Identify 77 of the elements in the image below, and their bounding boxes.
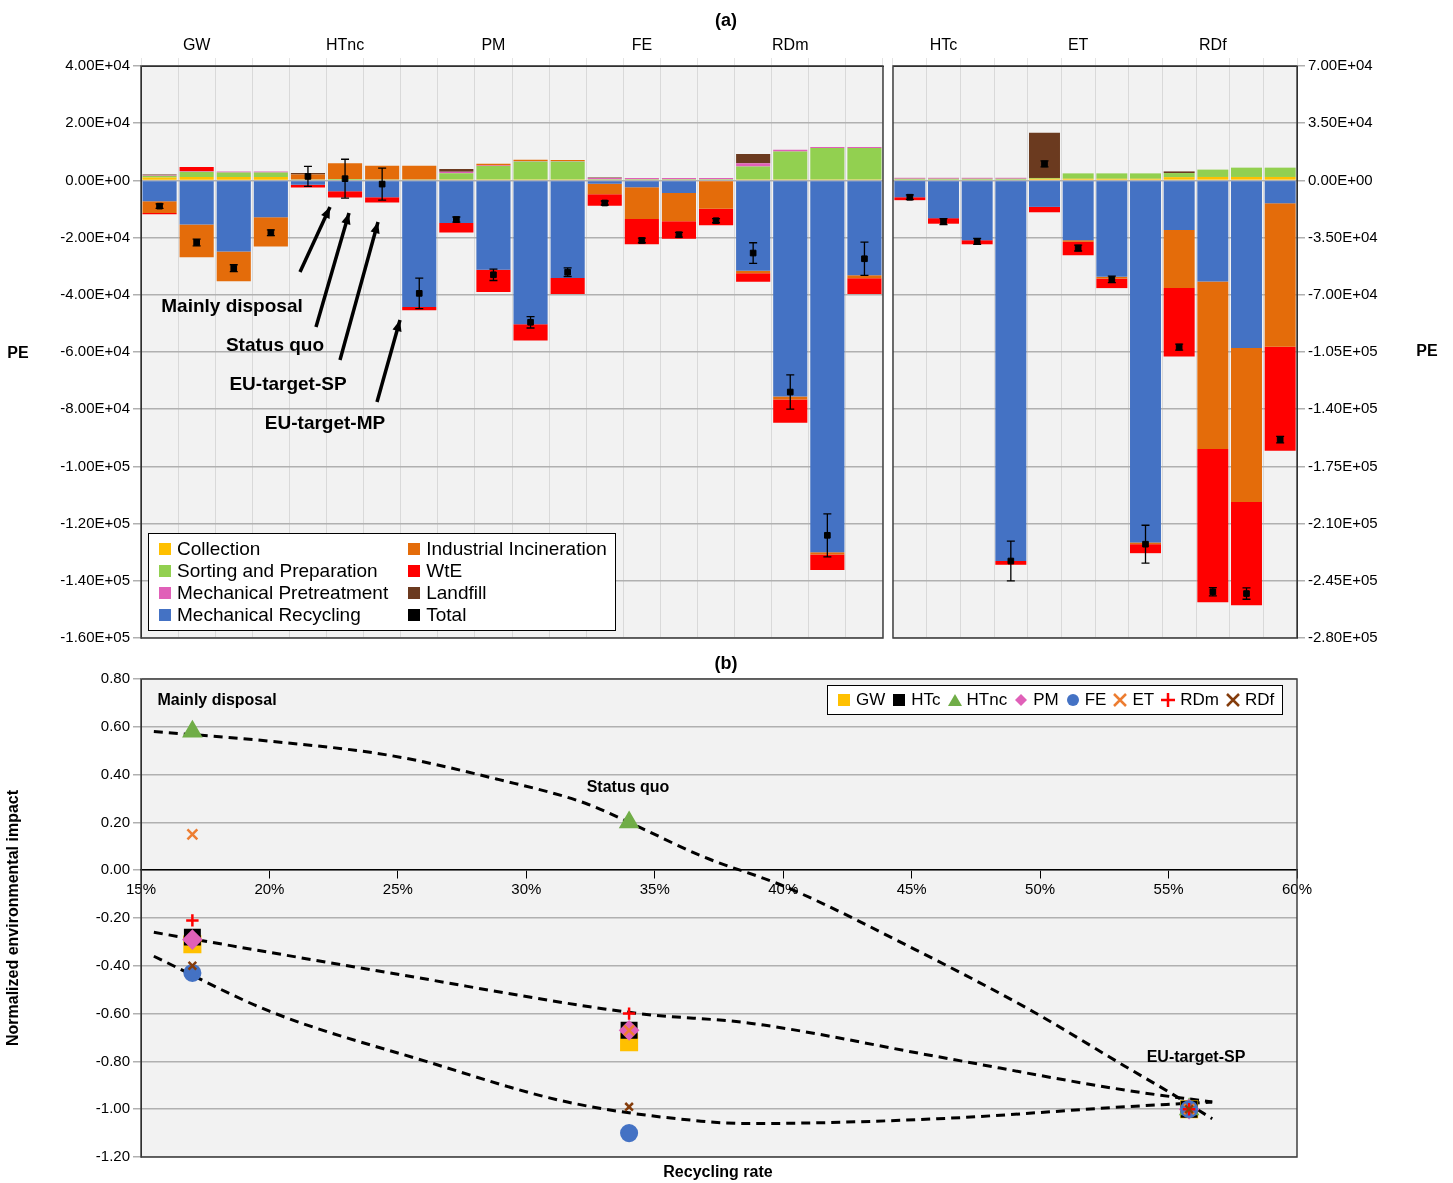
x-tick-label: HTc bbox=[929, 35, 958, 53]
y-tick-label: -4.00E+04 bbox=[60, 284, 130, 302]
y-tick-label: 0.20 bbox=[100, 812, 130, 830]
chart-title: (b) bbox=[714, 652, 738, 674]
legend-label: GW bbox=[856, 690, 886, 710]
annotation: EU-target-SP bbox=[229, 373, 347, 395]
x-tick-label: RDm bbox=[772, 35, 809, 53]
y2-tick-label: 3.50E+04 bbox=[1308, 113, 1373, 131]
y-tick-label: 0.00 bbox=[100, 860, 130, 878]
y-tick-label: 4.00E+04 bbox=[65, 56, 130, 74]
legend-label: Mechanical Pretreatment bbox=[177, 582, 389, 604]
y-tick-label: 2.00E+04 bbox=[65, 113, 130, 131]
y-tick-label: -8.00E+04 bbox=[60, 399, 130, 417]
y2-tick-label: -2.45E+05 bbox=[1308, 570, 1378, 588]
x-tick-label: ET bbox=[1067, 35, 1089, 53]
legend-label: Sorting and Preparation bbox=[177, 560, 378, 582]
y-tick-label: -1.00E+05 bbox=[60, 456, 130, 474]
y-tick-label: -0.80 bbox=[95, 1051, 130, 1069]
x-tick-label: GW bbox=[182, 35, 212, 53]
y2-tick-label: 7.00E+04 bbox=[1308, 56, 1373, 74]
legend-label: HTnc bbox=[966, 690, 1008, 710]
y-axis-title: PE bbox=[7, 344, 29, 362]
x-tick-label: 55% bbox=[1153, 880, 1184, 898]
x-tick-label: 50% bbox=[1025, 880, 1056, 898]
legend-label: FE bbox=[1084, 690, 1107, 710]
annotation: Status quo bbox=[225, 334, 325, 356]
y-tick-label: -1.20E+05 bbox=[60, 513, 130, 531]
legend-label: ET bbox=[1132, 690, 1155, 710]
y2-tick-label: -1.05E+05 bbox=[1308, 342, 1378, 360]
x-tick-label: FE bbox=[631, 35, 653, 53]
y2-tick-label: -1.40E+05 bbox=[1308, 399, 1378, 417]
y2-tick-label: -2.10E+05 bbox=[1308, 513, 1378, 531]
legend-label: Mechanical Recycling bbox=[177, 604, 361, 626]
y-tick-label: -0.40 bbox=[95, 955, 130, 973]
x-tick-label: 30% bbox=[511, 880, 542, 898]
legend-label: WtE bbox=[426, 560, 463, 582]
y-axis-title: Normalized environmental impact bbox=[4, 789, 22, 1047]
y2-tick-label: -7.00E+04 bbox=[1308, 284, 1378, 302]
y-tick-label: -2.00E+04 bbox=[60, 227, 130, 245]
y2-tick-label: -2.80E+05 bbox=[1308, 628, 1378, 646]
legend-label: Total bbox=[426, 604, 467, 626]
legend-label: Landfill bbox=[426, 582, 487, 604]
y-tick-label: -1.20 bbox=[95, 1147, 130, 1165]
y-tick-label: -0.60 bbox=[95, 1003, 130, 1021]
chart-title: (a) bbox=[715, 9, 737, 31]
legend-label: Collection bbox=[177, 538, 261, 560]
annotation: EU-target-SP bbox=[1146, 1048, 1246, 1066]
legend-label: HTc bbox=[911, 690, 941, 710]
annotation: EU-target-MP bbox=[264, 412, 386, 434]
y-tick-label: -1.00 bbox=[95, 1099, 130, 1117]
annotation: Status quo bbox=[586, 778, 670, 796]
legend-label: PM bbox=[1033, 690, 1059, 710]
x-tick-label: 45% bbox=[896, 880, 927, 898]
y-tick-label: 0.00E+00 bbox=[65, 170, 130, 188]
legend-label: RDm bbox=[1180, 690, 1219, 710]
annotation: Mainly disposal bbox=[157, 691, 277, 709]
y-tick-label: 0.60 bbox=[100, 716, 130, 734]
y-tick-label: -1.40E+05 bbox=[60, 570, 130, 588]
x-tick-label: PM bbox=[481, 35, 506, 53]
y2-tick-label: -1.75E+05 bbox=[1308, 456, 1378, 474]
legend-label: RDf bbox=[1244, 690, 1275, 710]
x-tick-label: RDf bbox=[1199, 35, 1228, 53]
x-tick-label: 25% bbox=[382, 880, 413, 898]
y2-axis-title: PE bbox=[1416, 342, 1438, 360]
annotation: Mainly disposal bbox=[161, 295, 303, 317]
x-axis-title: Recycling rate bbox=[663, 1163, 773, 1181]
y-tick-label: 0.80 bbox=[100, 669, 130, 687]
y-tick-label: 0.40 bbox=[100, 764, 130, 782]
legend-label: Industrial Incineration bbox=[426, 538, 607, 560]
x-tick-label: HTnc bbox=[325, 35, 365, 53]
y2-tick-label: -3.50E+04 bbox=[1308, 227, 1378, 245]
y-tick-label: -0.20 bbox=[95, 908, 130, 926]
y2-tick-label: 0.00E+00 bbox=[1308, 170, 1373, 188]
x-tick-label: 20% bbox=[254, 880, 285, 898]
y-tick-label: -6.00E+04 bbox=[60, 342, 130, 360]
x-tick-label: 35% bbox=[639, 880, 670, 898]
y-tick-label: -1.60E+05 bbox=[60, 628, 130, 646]
